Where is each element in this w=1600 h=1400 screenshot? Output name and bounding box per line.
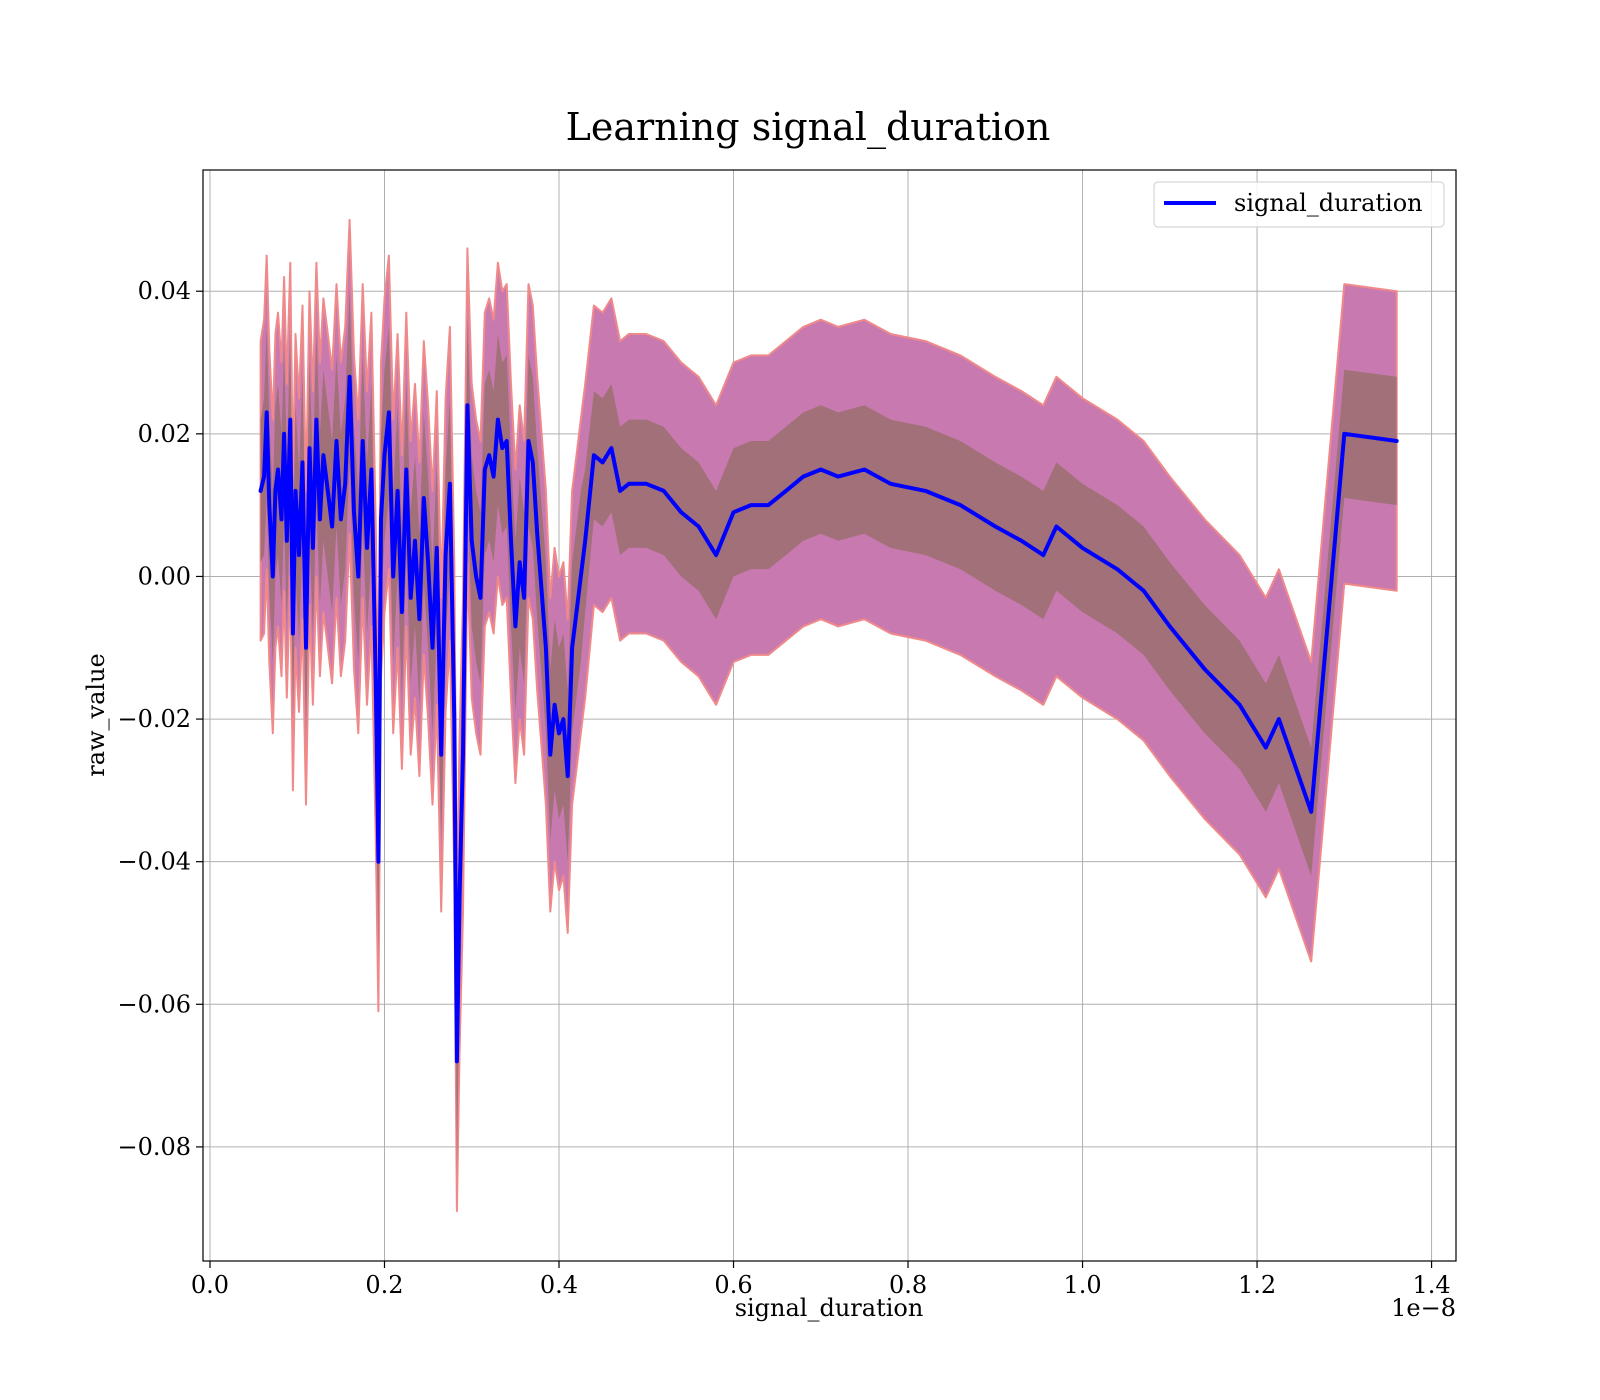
x-axis-ticks: 0.0 0.2 0.4 0.6 0.8 1.0 1.2 1.4	[191, 1261, 1451, 1299]
x-tick-label: 0.8	[889, 1271, 927, 1299]
x-tick-label: 1.2	[1238, 1271, 1276, 1299]
y-tick-label: 0.04	[138, 277, 191, 305]
chart-title: Learning signal_duration	[566, 105, 1051, 150]
x-tick-label: 0.6	[714, 1271, 752, 1299]
y-tick-label: −0.02	[117, 705, 191, 733]
inner-band	[260, 291, 1397, 1176]
plot-area-frame	[202, 169, 1457, 1262]
confidence-bands	[259, 218, 1398, 1213]
x-axis-offset-text: 1e−8	[1391, 1294, 1456, 1322]
x-tick-label: 1.4	[1412, 1271, 1450, 1299]
y-tick-label: −0.04	[117, 848, 191, 876]
x-tick-label: 0.2	[365, 1271, 403, 1299]
y-tick-label: 0.02	[138, 420, 191, 448]
x-tick-label: 0.0	[191, 1271, 229, 1299]
legend-box	[1153, 181, 1445, 228]
outer-band	[259, 218, 1398, 1213]
x-axis-label: signal_duration	[735, 1294, 924, 1322]
legend: signal_duration	[1153, 181, 1445, 228]
y-tick-label: 0.00	[138, 562, 191, 590]
x-tick-label: 1.0	[1063, 1271, 1101, 1299]
x-tick-label: 0.4	[540, 1271, 578, 1299]
y-axis-label: raw_value	[82, 653, 110, 777]
series-line	[258, 374, 1399, 1064]
legend-label: signal_duration	[1234, 189, 1423, 217]
y-axis-ticks: 0.04 0.02 0.00 −0.02 −0.04 −0.06 −0.08	[117, 277, 203, 1161]
y-tick-label: −0.06	[117, 990, 191, 1018]
y-tick-label: −0.08	[117, 1133, 191, 1161]
series-lines	[258, 374, 1399, 1064]
